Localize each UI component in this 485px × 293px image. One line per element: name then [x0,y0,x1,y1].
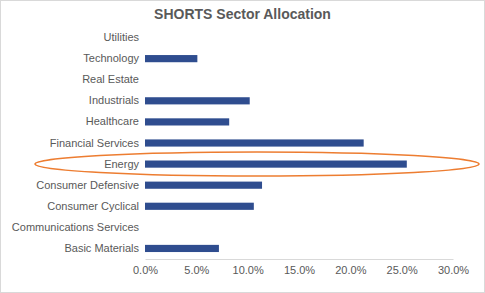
tick: Real Estate [82,73,145,85]
category-label: Communications Services [12,221,140,233]
category-label: Technology [83,52,139,64]
tick: Basic Materials [64,242,145,254]
tick: 20.0% [335,259,366,276]
bar [145,182,262,189]
category-label: Utilities [104,31,140,43]
tick: Energy [104,158,145,170]
tick: Technology [83,52,145,64]
tick: Financial Services [50,137,145,149]
value-tick-label: 30.0% [438,264,469,276]
chart-frame [1,1,485,293]
bar [145,203,254,210]
tick: 25.0% [387,259,418,276]
tick: 0.0% [133,259,158,276]
tick: 5.0% [184,259,209,276]
bar [145,224,146,231]
value-tick-label: 20.0% [335,264,366,276]
value-axis: 0.0% 5.0% 10.0% 15.0% 20.0% 25.0% 30.0% [133,259,469,276]
value-tick-label: 0.0% [133,264,158,276]
bar [145,139,364,146]
value-axis-line [146,259,454,260]
highlight-ellipse [35,152,479,176]
tick: Utilities [104,31,145,43]
bar [145,55,197,62]
tick: 15.0% [284,259,315,276]
bar [145,245,219,252]
bar [145,34,146,41]
tick: Consumer Cyclical [47,200,145,212]
value-tick-label: 15.0% [284,264,315,276]
tick: 10.0% [233,259,264,276]
category-label: Financial Services [50,137,140,149]
tick: Healthcare [86,115,145,127]
category-label: Healthcare [86,115,139,127]
category-label: Energy [104,158,139,170]
bar [145,97,250,104]
category-label: Basic Materials [64,242,139,254]
tick: Communications Services [12,221,145,233]
value-tick-label: 10.0% [233,264,264,276]
value-tick-label: 25.0% [387,264,418,276]
category-label: Consumer Cyclical [47,200,139,212]
category-axis-line [145,28,146,260]
title: SHORTS Sector Allocation [154,6,331,22]
bar [145,76,146,83]
category-axis: Utilities Technology Real Estate Industrial… [12,28,146,260]
tick: Industrials [89,94,145,106]
value-tick-label: 5.0% [184,264,209,276]
category-label: Consumer Defensive [36,179,139,191]
chart: SHORTS Sector Allocation Utilities Technol… [0,0,485,293]
category-label: Real Estate [82,73,139,85]
category-label: Industrials [89,94,140,106]
tick: Consumer Defensive [36,179,145,191]
bar [145,161,407,168]
bar [145,118,229,125]
tick: 30.0% [438,259,469,276]
